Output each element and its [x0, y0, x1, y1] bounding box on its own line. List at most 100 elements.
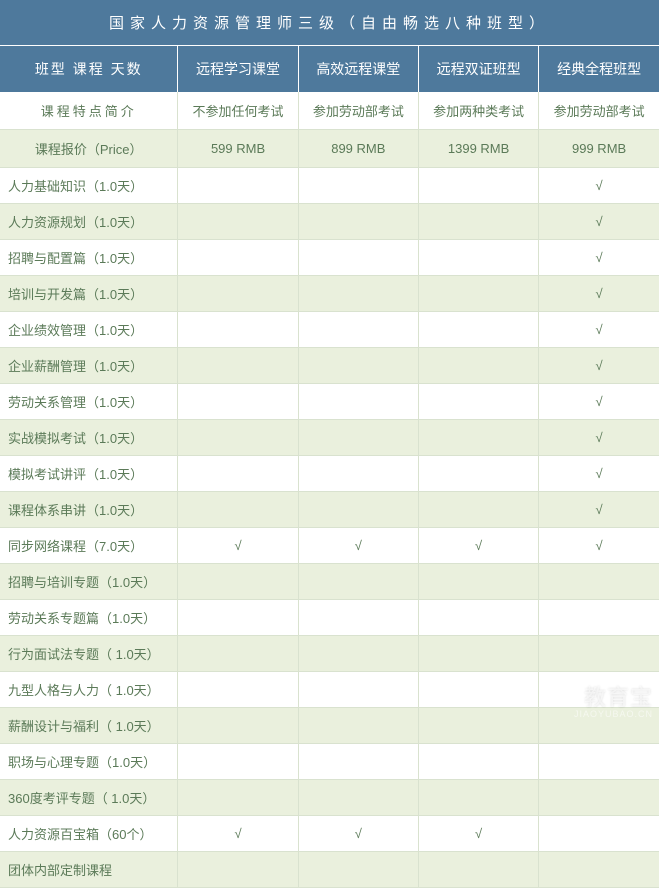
row-label: 招聘与培训专题（1.0天） [0, 564, 178, 600]
price-val-2: 1399 RMB [418, 130, 538, 168]
row-label: 团体内部定制课程 [0, 852, 178, 888]
row-label: 劳动关系管理（1.0天） [0, 384, 178, 420]
row-cell-3: √ [539, 204, 659, 240]
row-cell-1 [298, 312, 418, 348]
table-row: 劳动关系专题篇（1.0天） [0, 600, 659, 636]
row-cell-2 [418, 456, 538, 492]
row-cell-3: √ [539, 420, 659, 456]
row-cell-1 [298, 276, 418, 312]
header-col-3: 经典全程班型 [539, 46, 659, 93]
row-cell-1 [298, 204, 418, 240]
row-cell-1 [298, 708, 418, 744]
table-title: 国家人力资源管理师三级（自由畅选八种班型） [0, 0, 659, 46]
row-cell-2 [418, 204, 538, 240]
price-val-1: 899 RMB [298, 130, 418, 168]
row-cell-3: √ [539, 168, 659, 204]
row-cell-3: √ [539, 384, 659, 420]
table-row: 企业绩效管理（1.0天） √ [0, 312, 659, 348]
table-row: 薪酬设计与福利（ 1.0天） [0, 708, 659, 744]
row-cell-0 [178, 564, 298, 600]
header-col-0: 远程学习课堂 [178, 46, 298, 93]
table-row: 同步网络课程（7.0天）√√√√ [0, 528, 659, 564]
row-cell-3: √ [539, 240, 659, 276]
table-row: 职场与心理专题（1.0天） [0, 744, 659, 780]
row-cell-0 [178, 744, 298, 780]
table-row: 九型人格与人力（ 1.0天） [0, 672, 659, 708]
table-row: 企业薪酬管理（1.0天）√ [0, 348, 659, 384]
row-cell-0 [178, 312, 298, 348]
table-row: 课程体系串讲（1.0天） √ [0, 492, 659, 528]
row-cell-3: √ [539, 528, 659, 564]
row-cell-2 [418, 312, 538, 348]
price-label: 课程报价（Price） [0, 130, 178, 168]
row-label: 同步网络课程（7.0天） [0, 528, 178, 564]
row-label: 九型人格与人力（ 1.0天） [0, 672, 178, 708]
row-cell-1 [298, 780, 418, 816]
row-cell-2 [418, 168, 538, 204]
table-row: 行为面试法专题（ 1.0天） [0, 636, 659, 672]
row-label: 模拟考试讲评（1.0天） [0, 456, 178, 492]
table-row: 团体内部定制课程 [0, 852, 659, 888]
row-label: 360度考评专题（ 1.0天） [0, 780, 178, 816]
row-cell-0 [178, 456, 298, 492]
row-cell-1 [298, 636, 418, 672]
row-cell-1 [298, 852, 418, 888]
table-row: 360度考评专题（ 1.0天） [0, 780, 659, 816]
row-cell-2 [418, 672, 538, 708]
row-cell-3: √ [539, 276, 659, 312]
row-cell-3 [539, 816, 659, 852]
row-cell-0: √ [178, 816, 298, 852]
row-cell-2 [418, 708, 538, 744]
row-label: 企业薪酬管理（1.0天） [0, 348, 178, 384]
row-label: 人力基础知识（1.0天） [0, 168, 178, 204]
row-cell-0 [178, 204, 298, 240]
row-cell-2 [418, 636, 538, 672]
row-label: 企业绩效管理（1.0天） [0, 312, 178, 348]
row-cell-2 [418, 600, 538, 636]
row-cell-2 [418, 852, 538, 888]
row-cell-1: √ [298, 816, 418, 852]
intro-val-0: 不参加任何考试 [178, 92, 298, 130]
intro-label: 课程特点简介 [0, 92, 178, 130]
row-cell-1 [298, 240, 418, 276]
row-cell-3 [539, 852, 659, 888]
row-cell-0 [178, 636, 298, 672]
row-cell-0 [178, 492, 298, 528]
row-label: 人力资源百宝箱（60个） [0, 816, 178, 852]
row-cell-0 [178, 276, 298, 312]
row-cell-0 [178, 780, 298, 816]
row-cell-3: √ [539, 312, 659, 348]
table-row: 招聘与培训专题（1.0天） [0, 564, 659, 600]
row-cell-3: √ [539, 456, 659, 492]
row-label: 招聘与配置篇（1.0天） [0, 240, 178, 276]
row-label: 行为面试法专题（ 1.0天） [0, 636, 178, 672]
row-label: 职场与心理专题（1.0天） [0, 744, 178, 780]
row-cell-2 [418, 492, 538, 528]
table-row: 招聘与配置篇（1.0天） √ [0, 240, 659, 276]
row-cell-2: √ [418, 816, 538, 852]
row-cell-2 [418, 564, 538, 600]
row-cell-1 [298, 168, 418, 204]
row-cell-2 [418, 240, 538, 276]
table-row: 实战模拟考试（1.0天）√ [0, 420, 659, 456]
intro-val-2: 参加两种类考试 [418, 92, 538, 130]
row-cell-3 [539, 636, 659, 672]
header-col-2: 远程双证班型 [418, 46, 538, 93]
row-cell-2 [418, 276, 538, 312]
row-cell-0 [178, 240, 298, 276]
pricing-table: 国家人力资源管理师三级（自由畅选八种班型）班型 课程 天数远程学习课堂高效远程课… [0, 0, 659, 888]
row-cell-3: √ [539, 492, 659, 528]
row-cell-1 [298, 744, 418, 780]
row-cell-1 [298, 456, 418, 492]
table-row: 劳动关系管理（1.0天） √ [0, 384, 659, 420]
row-cell-2 [418, 420, 538, 456]
table-row: 人力资源百宝箱（60个）√√√ [0, 816, 659, 852]
row-cell-0: √ [178, 528, 298, 564]
row-cell-1 [298, 348, 418, 384]
row-cell-2 [418, 780, 538, 816]
row-cell-3 [539, 564, 659, 600]
row-cell-0 [178, 384, 298, 420]
row-cell-0 [178, 852, 298, 888]
row-label: 课程体系串讲（1.0天） [0, 492, 178, 528]
row-cell-0 [178, 672, 298, 708]
